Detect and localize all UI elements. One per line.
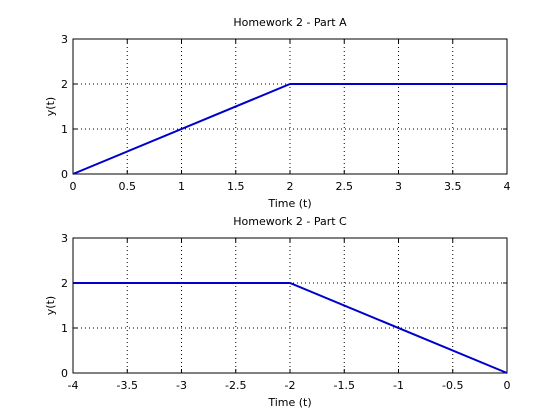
y-tick-label: 2	[61, 78, 68, 91]
x-axis-label: Time (t)	[267, 396, 311, 409]
x-tick-label: 2.5	[336, 180, 354, 193]
x-tick-label: 0	[504, 379, 511, 392]
x-tick-label: 1.5	[227, 180, 245, 193]
x-tick-label: 4	[504, 180, 511, 193]
x-tick-label: -3	[176, 379, 187, 392]
series-line	[73, 282, 508, 374]
y-tick-label: 1	[61, 322, 68, 335]
y-tick-label: 1	[61, 123, 68, 136]
x-tick-label: -2	[285, 379, 296, 392]
y-axis-label: y(t)	[44, 97, 57, 116]
x-tick-label: -1.5	[334, 379, 355, 392]
x-tick-label: -3.5	[117, 379, 138, 392]
series-line	[72, 83, 507, 175]
x-tick-label: 1	[178, 180, 185, 193]
x-tick-label: 2	[287, 180, 294, 193]
y-tick-label: 0	[61, 367, 68, 380]
x-tick-label: 0.5	[119, 180, 137, 193]
chart-title: Homework 2 - Part C	[233, 215, 347, 228]
x-tick-label: -2.5	[225, 379, 246, 392]
y-tick-label: 2	[61, 277, 68, 290]
subplot-part-c: -4 -3.5 -3 -2.5 -2 -1.5 -1 -0.5 0 0 1 2 3 Homework 2 …	[44, 215, 511, 409]
x-tick-label: -4	[68, 379, 79, 392]
x-tick-label: 0	[70, 180, 77, 193]
x-tick-label: 3	[395, 180, 402, 193]
y-tick-label: 3	[61, 232, 68, 245]
x-tick-label: -0.5	[442, 379, 463, 392]
y-axis-label: y(t)	[44, 296, 57, 315]
subplot-part-a: 0 0.5 1 1.5 2 2.5 3 3.5 4 0 1 2 3 Homework 2 - Part A…	[44, 16, 511, 210]
x-axis-label: Time (t)	[267, 197, 311, 210]
x-tick-label: -1	[393, 379, 404, 392]
y-tick-label: 3	[61, 33, 68, 46]
y-tick-label: 0	[61, 168, 68, 181]
x-tick-label: 3.5	[444, 180, 462, 193]
chart-title: Homework 2 - Part A	[233, 16, 347, 29]
